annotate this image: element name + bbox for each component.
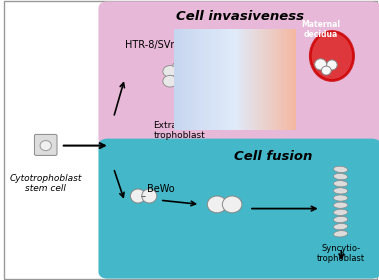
Ellipse shape bbox=[172, 61, 186, 73]
Ellipse shape bbox=[334, 173, 348, 180]
Text: BeWo: BeWo bbox=[147, 184, 174, 194]
FancyBboxPatch shape bbox=[99, 1, 379, 147]
Text: Maternal
decidua: Maternal decidua bbox=[301, 20, 340, 39]
Text: Cell fusion: Cell fusion bbox=[234, 150, 313, 163]
Ellipse shape bbox=[334, 231, 348, 237]
Ellipse shape bbox=[222, 196, 242, 213]
Ellipse shape bbox=[171, 75, 185, 87]
Ellipse shape bbox=[207, 196, 227, 213]
FancyBboxPatch shape bbox=[99, 139, 379, 279]
Ellipse shape bbox=[315, 59, 327, 70]
Text: Extravillous
trophoblast: Extravillous trophoblast bbox=[153, 120, 206, 140]
Text: HTR-8/SVneo: HTR-8/SVneo bbox=[125, 40, 189, 50]
Ellipse shape bbox=[334, 209, 348, 215]
Ellipse shape bbox=[40, 141, 52, 151]
Ellipse shape bbox=[310, 32, 354, 81]
Ellipse shape bbox=[163, 66, 177, 77]
Ellipse shape bbox=[321, 66, 331, 75]
FancyBboxPatch shape bbox=[4, 1, 377, 279]
Text: Cell invasiveness: Cell invasiveness bbox=[175, 10, 304, 23]
Ellipse shape bbox=[163, 75, 177, 87]
FancyBboxPatch shape bbox=[34, 134, 57, 155]
Ellipse shape bbox=[205, 73, 218, 84]
Ellipse shape bbox=[327, 60, 337, 70]
Ellipse shape bbox=[334, 188, 348, 194]
Ellipse shape bbox=[334, 202, 348, 208]
Ellipse shape bbox=[334, 181, 348, 187]
Ellipse shape bbox=[334, 195, 348, 201]
Ellipse shape bbox=[142, 189, 157, 203]
Text: Syncytio-
trophoblast: Syncytio- trophoblast bbox=[317, 244, 365, 263]
Ellipse shape bbox=[334, 223, 348, 230]
Ellipse shape bbox=[185, 68, 199, 80]
Ellipse shape bbox=[183, 61, 198, 73]
Ellipse shape bbox=[334, 166, 348, 172]
Ellipse shape bbox=[175, 68, 190, 80]
Ellipse shape bbox=[334, 216, 348, 223]
Ellipse shape bbox=[130, 189, 146, 203]
Ellipse shape bbox=[232, 75, 241, 84]
Ellipse shape bbox=[219, 74, 230, 84]
Text: Cytotrophoblast
stem cell: Cytotrophoblast stem cell bbox=[9, 174, 82, 193]
